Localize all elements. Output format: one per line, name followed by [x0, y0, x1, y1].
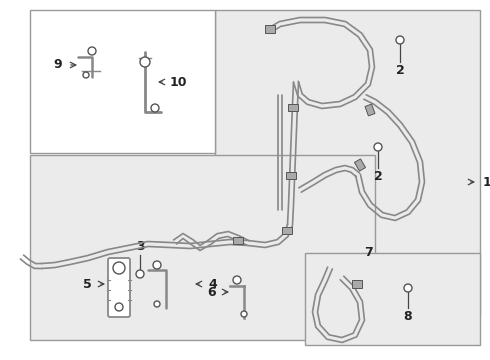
- Circle shape: [153, 261, 161, 269]
- Text: 7: 7: [364, 246, 372, 258]
- Circle shape: [151, 104, 159, 112]
- Bar: [305, 253, 480, 345]
- Circle shape: [396, 36, 404, 44]
- Text: 3: 3: [136, 240, 145, 253]
- Bar: [30, 155, 375, 340]
- Bar: [288, 104, 298, 111]
- Circle shape: [113, 262, 125, 274]
- Circle shape: [140, 57, 150, 67]
- Text: 5: 5: [83, 278, 92, 291]
- Text: 10: 10: [170, 76, 188, 89]
- Text: 8: 8: [404, 310, 412, 324]
- FancyBboxPatch shape: [108, 258, 130, 317]
- Text: 9: 9: [53, 58, 62, 72]
- Text: 4: 4: [208, 278, 217, 291]
- Circle shape: [136, 270, 144, 278]
- Bar: [354, 159, 366, 171]
- Text: 2: 2: [374, 171, 382, 184]
- Circle shape: [241, 311, 247, 317]
- Bar: [282, 226, 292, 234]
- Bar: [233, 237, 243, 243]
- Circle shape: [404, 284, 412, 292]
- Text: 2: 2: [395, 64, 404, 77]
- Bar: [215, 10, 480, 315]
- Bar: [30, 10, 215, 153]
- Text: 1: 1: [483, 175, 490, 189]
- Text: 6: 6: [207, 285, 216, 298]
- Circle shape: [88, 47, 96, 55]
- Circle shape: [233, 276, 241, 284]
- Circle shape: [83, 72, 89, 78]
- Bar: [265, 25, 275, 33]
- Bar: [365, 104, 375, 116]
- Bar: [286, 171, 296, 179]
- Circle shape: [115, 303, 123, 311]
- Circle shape: [154, 301, 160, 307]
- Bar: [352, 280, 362, 288]
- Circle shape: [374, 143, 382, 151]
